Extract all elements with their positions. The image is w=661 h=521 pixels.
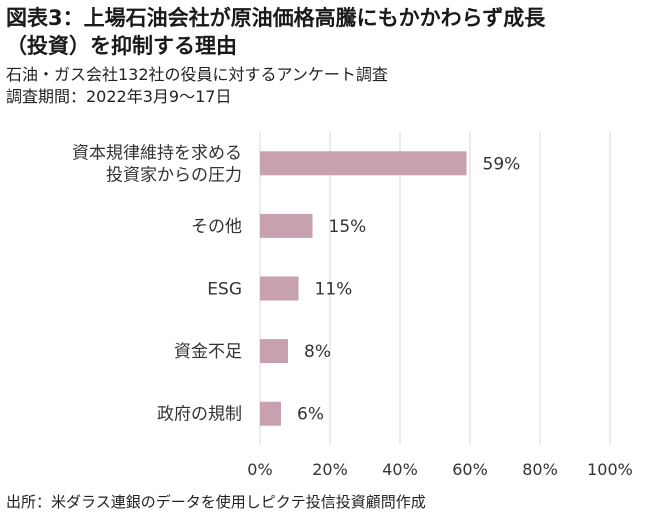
bar-1	[260, 213, 313, 238]
bar-3	[260, 339, 288, 364]
chart-title-line-2: （投資）を抑制する理由	[6, 34, 237, 58]
category-label-line: その他	[191, 217, 242, 237]
category-label-2: ESG	[207, 280, 242, 300]
x-tick-label-80: 80%	[522, 460, 558, 479]
data-label-3: 8%	[304, 342, 331, 362]
category-label-4: 政府の規制	[157, 405, 242, 425]
x-tick-label-100: 100%	[587, 460, 633, 479]
category-label-3: 資金不足	[174, 342, 242, 362]
category-label-line: 資本規律維持を求める	[72, 143, 242, 163]
source-note: 出所：米ダラス連銀のデータを使用しピクテ投信投資顧問作成	[6, 493, 426, 511]
chart-subtitle: 石油・ガス会社132社の役員に対するアンケート調査 調査期間：2022年3月9～…	[6, 64, 388, 108]
category-label-line: 資金不足	[174, 342, 242, 362]
chart-title: 図表3：上場石油会社が原油価格高騰にもかかわらず成長 （投資）を抑制する理由	[6, 4, 656, 60]
x-tick-label-40: 40%	[382, 460, 418, 479]
data-label-2: 11%	[315, 280, 353, 300]
chart-subtitle-line-2: 調査期間：2022年3月9～17日	[6, 87, 232, 106]
bar-2	[260, 276, 299, 301]
category-label-line: 投資家からの圧力	[106, 165, 242, 185]
x-tick-label-20: 20%	[312, 460, 348, 479]
chart-title-line-1: 図表3：上場石油会社が原油価格高騰にもかかわらず成長	[6, 6, 546, 30]
data-label-4: 6%	[297, 405, 324, 425]
bar-4	[260, 401, 281, 426]
data-label-1: 15%	[329, 217, 367, 237]
category-label-line: ESG	[207, 280, 242, 300]
category-label-0: 資本規律維持を求める投資家からの圧力	[72, 143, 242, 185]
bar-0	[260, 151, 467, 176]
category-label-line: 政府の規制	[157, 405, 242, 425]
data-label-0: 59%	[483, 154, 521, 174]
x-tick-label-0: 0%	[247, 460, 272, 479]
chart-subtitle-line-1: 石油・ガス会社132社の役員に対するアンケート調査	[6, 65, 388, 84]
x-tick-label-60: 60%	[452, 460, 488, 479]
category-label-1: その他	[191, 217, 242, 237]
